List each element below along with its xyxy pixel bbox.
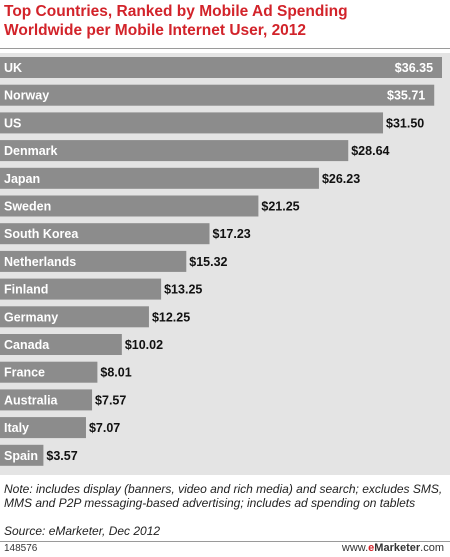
chart-id: 148576 — [4, 543, 38, 554]
category-label: UK — [4, 61, 22, 75]
value-label: $15.32 — [189, 255, 227, 269]
category-label: France — [4, 366, 45, 380]
value-label: $26.23 — [322, 172, 360, 186]
category-label: Italy — [4, 421, 29, 435]
chart-title-line-2: Worldwide per Mobile Internet User, 2012 — [4, 22, 307, 39]
bar-finland — [0, 278, 162, 300]
value-label: $21.25 — [261, 200, 299, 214]
value-label: $31.50 — [386, 116, 424, 130]
bar-chart: UK $36.35 Norway $35.71 US $31.50 Denmark $28.6… — [0, 57, 442, 466]
brand-prefix: www. — [341, 542, 369, 554]
category-label: Germany — [4, 310, 58, 324]
value-label: $7.07 — [89, 421, 120, 435]
category-label: Spain — [4, 449, 38, 463]
category-label: Denmark — [4, 144, 58, 158]
bar-uk — [0, 57, 442, 78]
bar-us — [0, 112, 384, 134]
brand-suffix: .com — [420, 542, 444, 554]
value-label: $12.25 — [152, 310, 190, 324]
bar-canada — [0, 334, 122, 355]
category-label: Norway — [4, 89, 49, 103]
value-label: $17.23 — [213, 227, 251, 241]
value-label: $10.02 — [125, 338, 163, 352]
bar-south-korea — [0, 223, 210, 245]
category-label: Canada — [4, 338, 50, 352]
category-label: Netherlands — [4, 255, 76, 269]
category-label: South Korea — [4, 227, 79, 241]
bottom-divider — [0, 541, 450, 542]
value-label: $13.25 — [164, 283, 202, 297]
bar-netherlands — [0, 250, 187, 272]
bar-sweden — [0, 195, 259, 217]
brand-name: Marketer — [374, 542, 421, 554]
value-label: $28.64 — [351, 144, 389, 158]
chart-title-line-1: Top Countries, Ranked by Mobile Ad Spend… — [4, 3, 348, 20]
bar-spain — [0, 444, 44, 466]
chart-title: Top Countries, Ranked by Mobile Ad Spend… — [4, 2, 444, 40]
value-label: $3.57 — [46, 449, 77, 463]
brand-logo: www.eMarketer.com — [342, 542, 444, 554]
bar-japan — [0, 167, 319, 189]
chart-note: Note: includes display (banners, video a… — [4, 482, 443, 510]
bar-germany — [0, 306, 149, 328]
value-label: $35.71 — [387, 89, 425, 103]
category-label: Finland — [4, 283, 48, 297]
category-label: Sweden — [4, 200, 51, 214]
category-label: Australia — [4, 393, 59, 407]
plot-area: UK $36.35 Norway $35.71 US $31.50 Denmark $28.6… — [0, 53, 450, 475]
category-label: Japan — [4, 172, 40, 186]
bar-denmark — [0, 140, 349, 162]
value-label: $36.35 — [395, 61, 433, 75]
bar-australia — [0, 389, 93, 411]
value-label: $8.01 — [100, 366, 131, 380]
bar-france — [0, 361, 98, 383]
value-label: $7.57 — [95, 393, 126, 407]
chart-source: Source: eMarketer, Dec 2012 — [4, 524, 161, 538]
bar-norway — [0, 84, 435, 106]
brand-e: e — [368, 542, 375, 554]
category-label: US — [4, 116, 21, 130]
top-divider — [0, 48, 450, 49]
bar-italy — [0, 417, 86, 439]
